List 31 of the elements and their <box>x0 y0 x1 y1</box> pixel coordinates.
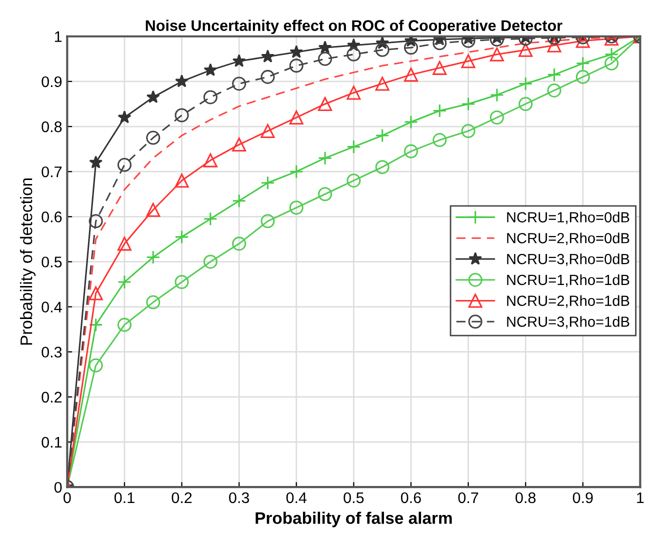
y-tick-label: 0 <box>54 482 62 493</box>
legend-label: NCRU=2,Rho=0dB <box>507 232 630 246</box>
y-tick-label: 0.4 <box>42 302 62 312</box>
x-tick-label: 0.7 <box>458 492 478 504</box>
y-tick-label: 0.3 <box>42 346 62 358</box>
y-tick-label: 0.8 <box>42 121 62 132</box>
x-tick-label: 0.5 <box>344 492 364 504</box>
x-tick-label: 0.8 <box>516 492 536 504</box>
x-tick-label: 0.1 <box>114 492 134 504</box>
x-tick-label: 0 <box>64 492 71 504</box>
y-axis-title: Probability of detection <box>20 178 36 345</box>
x-tick-label: 0.3 <box>229 492 250 504</box>
y-tick-label: 0.2 <box>42 392 62 403</box>
x-tick-label: 0.6 <box>400 492 421 504</box>
x-axis-title: Probability of false alarm <box>256 512 452 528</box>
y-tick-label: 0.7 <box>42 166 62 178</box>
x-tick-label: 0.9 <box>572 492 593 504</box>
legend-label: NCRU=1,Rho=1dB <box>507 274 630 287</box>
legend-label: NCRU=3,Rho=1dB <box>507 316 630 329</box>
y-tick-label: 0.6 <box>42 212 62 222</box>
y-tick-label: 0.5 <box>42 256 62 268</box>
y-tick-label: 0.9 <box>42 76 62 88</box>
legend-label: NCRU=3,Rho=0dB <box>507 254 630 266</box>
chart-title: Noise Uncertainity effect on ROC of Cooperative Detector <box>146 20 562 34</box>
x-tick-label: 1 <box>637 492 644 504</box>
y-tick-label: 1 <box>54 31 62 42</box>
x-tick-label: 0.4 <box>286 492 307 504</box>
legend-label: NCRU=1,Rho=0dB <box>507 212 630 224</box>
legend-label: NCRU=2,Rho=1dB <box>507 295 630 308</box>
x-tick-label: 0.2 <box>172 492 192 504</box>
y-tick-label: 0.1 <box>42 436 62 448</box>
